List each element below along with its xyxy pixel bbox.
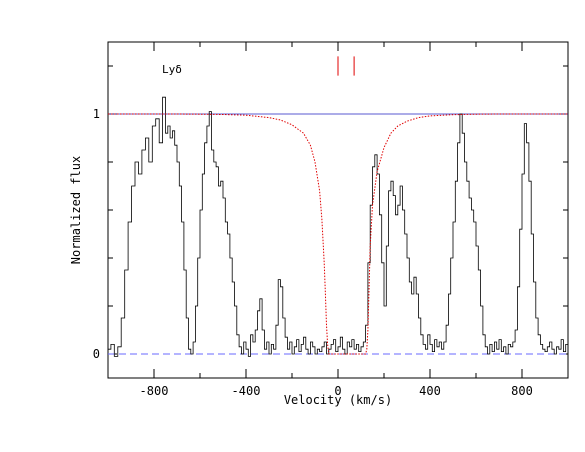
x-tick-label: 400 [419,384,441,398]
series-group [108,56,568,357]
y-axis-label: Normalized flux [69,156,83,264]
plot-frame-group [107,41,569,379]
series-black-histogram [108,96,568,357]
y-tick-label: 0 [93,347,100,361]
x-tick-label: 800 [511,384,533,398]
x-tick-label: -800 [140,384,169,398]
lyman-delta-annotation: Lyδ [162,63,182,76]
y-tick-label: 1 [93,107,100,121]
x-tick-label: -400 [232,384,261,398]
x-axis-label: Velocity (km/s) [284,393,392,407]
x-tick-label: 0 [334,384,341,398]
labels-group: Velocity (km/s) Normalized flux Lyδ [69,63,392,407]
plot-frame [107,41,569,379]
ticks-group: -800 -400 0 400 800 0 1 [93,42,569,398]
series-red-dotted-model [108,113,568,355]
